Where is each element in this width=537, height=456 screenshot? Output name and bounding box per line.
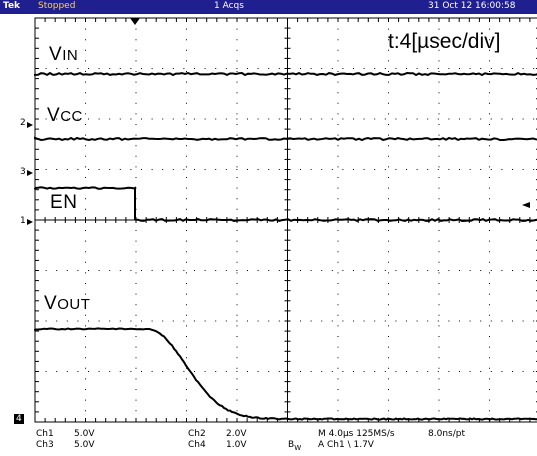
vcc-label-first: V [47,105,60,126]
ch3-scale: 5.0V [74,440,94,450]
ch3-marker: 3 [20,167,26,177]
vin-trace [35,73,537,75]
en-label-first: E [50,192,63,213]
trigger-position-marker [130,18,140,25]
bandwidth-limit-indicator: BW [288,440,301,452]
en-label-rest: N [63,192,77,213]
channel-ground-arrow [27,122,33,128]
timebase-annotation: t:4[µsec/div] [388,30,500,54]
ch4-marker: 4 [14,414,24,424]
channel-ground-arrow [27,170,33,176]
vin-label-rest: IN [62,47,78,64]
vin-label-first: V [49,44,62,65]
vout-trace [35,328,537,419]
ch2-scale: 2.0V [226,429,246,439]
vout-label-first: V [44,293,57,314]
en-trace [35,187,537,221]
trigger-level-marker [522,202,530,208]
ch2-marker: 2 [20,118,26,128]
channel-ground-arrow [27,219,33,225]
bw-subscript: W [294,444,301,452]
sample-resolution: 8.0ns/pt [428,429,465,439]
ch4-scale: 1.0V [226,440,246,450]
vcc-label: VCC [47,105,83,127]
trigger-setting: A Ch1 \ 1.7V [318,440,374,450]
ch4-name: Ch4 [188,440,206,450]
ch1-name: Ch1 [36,429,54,439]
vin-label: VIN [49,44,78,66]
ch1-scale: 5.0V [74,429,94,439]
ch3-name: Ch3 [36,440,54,450]
vout-label: VOUT [44,293,90,315]
ch1-marker: 1 [20,216,26,226]
vout-label-rest: OUT [57,296,90,313]
vcc-label-rest: CC [60,108,83,125]
horizontal-setting: M 4.0µs 125MS/s [318,429,395,439]
ch2-name: Ch2 [188,429,206,439]
en-label: EN [50,192,77,214]
